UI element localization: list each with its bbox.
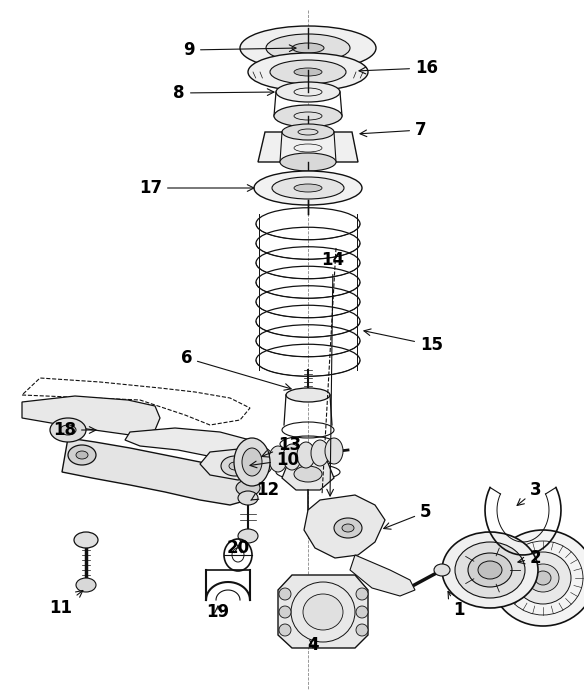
Ellipse shape: [240, 26, 376, 70]
Ellipse shape: [280, 153, 336, 171]
Text: 18: 18: [53, 421, 96, 439]
Ellipse shape: [238, 491, 258, 505]
Text: 20: 20: [227, 539, 249, 557]
Polygon shape: [22, 396, 160, 435]
Polygon shape: [350, 555, 415, 596]
Ellipse shape: [276, 82, 340, 102]
Text: 19: 19: [206, 603, 230, 621]
Text: 4: 4: [307, 636, 319, 654]
Ellipse shape: [434, 564, 450, 576]
Ellipse shape: [283, 444, 301, 470]
Ellipse shape: [294, 184, 322, 192]
Ellipse shape: [334, 518, 362, 538]
Ellipse shape: [238, 529, 258, 543]
Polygon shape: [62, 438, 260, 505]
Polygon shape: [258, 132, 358, 162]
Ellipse shape: [356, 588, 368, 600]
Ellipse shape: [294, 466, 322, 482]
Ellipse shape: [274, 105, 342, 127]
Ellipse shape: [266, 34, 350, 62]
Text: 14: 14: [321, 251, 345, 496]
Polygon shape: [304, 495, 385, 558]
Text: 11: 11: [49, 591, 83, 617]
Text: 2: 2: [518, 549, 541, 567]
Ellipse shape: [74, 532, 98, 548]
Ellipse shape: [468, 553, 512, 587]
Ellipse shape: [229, 462, 241, 470]
Ellipse shape: [442, 532, 538, 608]
Text: 9: 9: [183, 41, 296, 59]
Ellipse shape: [279, 624, 291, 636]
Ellipse shape: [527, 564, 559, 592]
Ellipse shape: [356, 624, 368, 636]
Ellipse shape: [535, 571, 551, 585]
Polygon shape: [125, 428, 260, 460]
Text: 5: 5: [384, 503, 432, 529]
Ellipse shape: [311, 440, 329, 466]
Text: 10: 10: [250, 451, 299, 469]
Ellipse shape: [236, 480, 260, 496]
Text: 3: 3: [517, 481, 541, 505]
Ellipse shape: [50, 418, 86, 442]
Ellipse shape: [76, 578, 96, 592]
Ellipse shape: [342, 524, 354, 532]
Text: 7: 7: [360, 121, 427, 139]
Text: 15: 15: [364, 329, 443, 354]
Ellipse shape: [297, 442, 315, 468]
Ellipse shape: [234, 438, 270, 486]
Text: 6: 6: [180, 349, 291, 390]
Ellipse shape: [279, 606, 291, 618]
Ellipse shape: [356, 606, 368, 618]
Ellipse shape: [292, 43, 324, 53]
Ellipse shape: [76, 451, 88, 459]
Text: 1: 1: [448, 591, 464, 619]
Ellipse shape: [478, 561, 502, 579]
Ellipse shape: [68, 445, 96, 465]
Ellipse shape: [248, 53, 368, 91]
Ellipse shape: [254, 171, 362, 205]
Ellipse shape: [303, 594, 343, 630]
Ellipse shape: [294, 68, 322, 76]
Text: 12: 12: [251, 481, 279, 500]
Ellipse shape: [242, 448, 262, 476]
Ellipse shape: [279, 588, 291, 600]
Ellipse shape: [515, 552, 571, 604]
Ellipse shape: [269, 446, 287, 472]
Ellipse shape: [325, 438, 343, 464]
Ellipse shape: [60, 425, 76, 435]
Polygon shape: [200, 448, 265, 480]
Ellipse shape: [270, 60, 346, 84]
Polygon shape: [282, 458, 334, 490]
Text: 13: 13: [262, 436, 301, 457]
Ellipse shape: [491, 530, 584, 626]
Ellipse shape: [286, 388, 330, 402]
Ellipse shape: [282, 124, 334, 140]
Ellipse shape: [221, 456, 249, 476]
Ellipse shape: [455, 542, 525, 598]
Text: 17: 17: [139, 179, 254, 197]
Text: 16: 16: [359, 59, 438, 77]
Text: 8: 8: [173, 84, 274, 102]
Ellipse shape: [255, 448, 273, 474]
Ellipse shape: [272, 177, 344, 199]
Polygon shape: [278, 575, 368, 648]
